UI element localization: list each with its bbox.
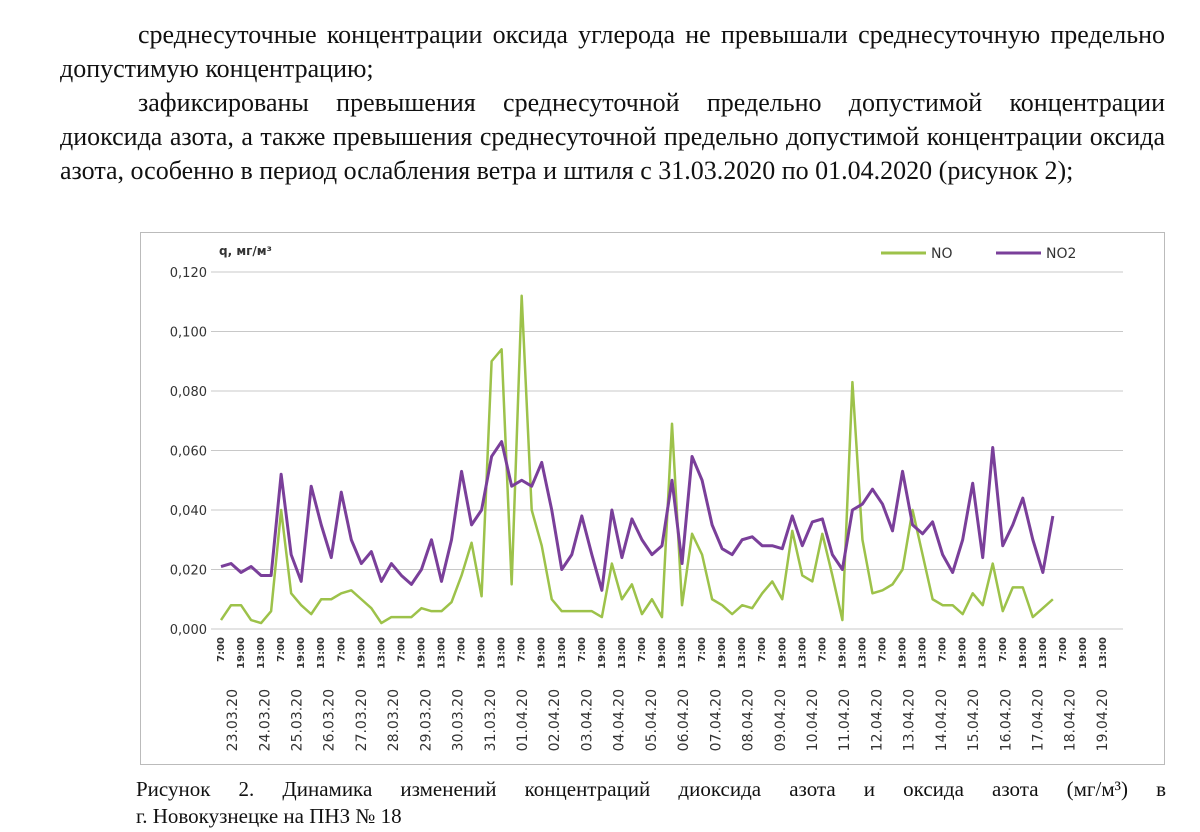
- date-label: 26.03.20: [322, 689, 338, 751]
- caption-line: г. Новокузнецке на ПНЗ № 18: [136, 804, 402, 828]
- legend-label: NO: [931, 246, 953, 262]
- x-tick-label: 19:00: [898, 637, 909, 669]
- y-tick-label: 0,080: [170, 385, 207, 400]
- date-label: 02.04.20: [547, 689, 563, 751]
- x-tick-label: 7:00: [697, 637, 708, 662]
- x-tick-label: 19:00: [537, 637, 548, 669]
- x-tick-label: 7:00: [757, 637, 768, 662]
- date-label: 05.04.20: [644, 689, 660, 751]
- date-label: 06.04.20: [676, 689, 692, 751]
- date-label: 15.04.20: [966, 689, 982, 751]
- y-tick-label: 0,040: [170, 504, 207, 519]
- date-label: 16.04.20: [998, 689, 1014, 751]
- x-tick-label: 7:00: [336, 637, 347, 662]
- date-label: 30.03.20: [451, 689, 467, 751]
- date-label: 08.04.20: [741, 689, 757, 751]
- x-tick-label: 19:00: [236, 637, 247, 669]
- x-tick-label: 7:00: [457, 637, 468, 662]
- x-tick-label: 7:00: [276, 637, 287, 662]
- date-label: 13.04.20: [902, 689, 918, 751]
- x-tick-label: 19:00: [1018, 637, 1029, 669]
- x-tick-label: 19:00: [477, 637, 488, 669]
- date-label: 19.04.20: [1095, 689, 1111, 751]
- x-tick-label: 7:00: [396, 637, 407, 662]
- date-label: 31.03.20: [483, 689, 499, 751]
- x-tick-label: 19:00: [777, 637, 788, 669]
- data-line: [219, 294, 1054, 625]
- x-tick-label: 13:00: [1038, 637, 1049, 669]
- x-tick-label: 13:00: [557, 637, 568, 669]
- x-tick-label: 7:00: [877, 637, 888, 662]
- x-tick-label: 19:00: [1078, 637, 1089, 669]
- date-label: 14.04.20: [934, 689, 950, 751]
- x-tick-label: 7:00: [517, 637, 528, 662]
- x-tick-label: 7:00: [1058, 637, 1069, 662]
- date-label: 01.04.20: [515, 689, 531, 751]
- y-tick-label: 0,060: [170, 445, 207, 460]
- body-text: среднесуточные концентрации оксида углер…: [60, 18, 1165, 188]
- date-label: 29.03.20: [418, 689, 434, 751]
- legend-label: NO2: [1046, 246, 1076, 262]
- x-tick-label: 13:00: [797, 637, 808, 669]
- date-label: 07.04.20: [708, 689, 724, 751]
- date-label: 28.03.20: [386, 689, 402, 751]
- y-tick-label: 0,000: [170, 623, 207, 638]
- x-tick-label: 13:00: [256, 637, 267, 669]
- date-label: 12.04.20: [869, 689, 885, 751]
- x-tick-label: 19:00: [296, 637, 307, 669]
- date-label: 25.03.20: [290, 689, 306, 751]
- x-tick-label: 13:00: [737, 637, 748, 669]
- date-label: 18.04.20: [1063, 689, 1079, 751]
- x-tick-label: 19:00: [416, 637, 427, 669]
- y-tick-label: 0,100: [170, 326, 207, 341]
- caption-line: Рисунок 2. Динамика изменений концентрац…: [136, 777, 1166, 801]
- x-tick-label: 13:00: [857, 637, 868, 669]
- x-tick-label: 13:00: [497, 637, 508, 669]
- x-tick-label: 13:00: [978, 637, 989, 669]
- x-tick-label: 7:00: [577, 637, 588, 662]
- x-tick-label: 7:00: [938, 637, 949, 662]
- x-tick-label: 13:00: [617, 637, 628, 669]
- x-tick-label: 19:00: [837, 637, 848, 669]
- x-tick-label: 13:00: [677, 637, 688, 669]
- x-tick-label: 19:00: [356, 637, 367, 669]
- figure-caption: Рисунок 2. Динамика изменений концентрац…: [136, 776, 1166, 830]
- date-label: 17.04.20: [1030, 689, 1046, 751]
- y-tick-label: 0,120: [170, 266, 207, 281]
- x-tick-label: 13:00: [436, 637, 447, 669]
- x-tick-label: 13:00: [918, 637, 929, 669]
- paragraph: зафиксированы превышения среднесуточной …: [60, 88, 1165, 185]
- x-tick-label: 7:00: [637, 637, 648, 662]
- x-tick-label: 7:00: [817, 637, 828, 662]
- x-tick-label: 13:00: [316, 637, 327, 669]
- x-tick-label: 13:00: [376, 637, 387, 669]
- y-axis-label: q, мг/м³: [219, 244, 272, 258]
- x-tick-label: 19:00: [958, 637, 969, 669]
- date-label: 23.03.20: [225, 689, 241, 751]
- x-tick-label: 7:00: [998, 637, 1009, 662]
- x-tick-label: 7:00: [216, 637, 227, 662]
- date-label: 03.04.20: [579, 689, 595, 751]
- date-label: 11.04.20: [837, 689, 853, 751]
- x-tick-label: 13:00: [1098, 637, 1109, 669]
- data-line: [220, 440, 1055, 592]
- x-tick-label: 19:00: [657, 637, 668, 669]
- chart: q, мг/м³ 0,000 0,020 0,040 0,060 0,080 0,100 0…: [140, 232, 1165, 765]
- paragraph: среднесуточные концентрации оксида углер…: [60, 20, 1165, 83]
- y-tick-label: 0,020: [170, 564, 207, 579]
- date-label: 27.03.20: [354, 689, 370, 751]
- date-label: 10.04.20: [805, 689, 821, 751]
- date-label: 04.04.20: [612, 689, 628, 751]
- x-tick-label: 19:00: [717, 637, 728, 669]
- date-label: 09.04.20: [773, 689, 789, 751]
- date-label: 24.03.20: [257, 689, 273, 751]
- x-tick-label: 19:00: [597, 637, 608, 669]
